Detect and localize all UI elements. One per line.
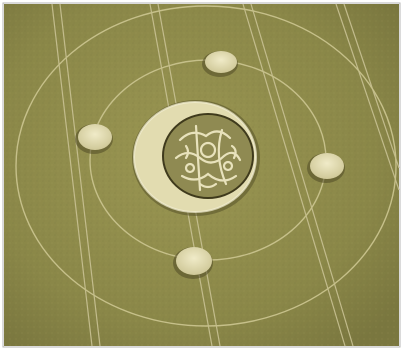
satellite-circle-top [202,51,238,77]
central-formation [132,100,260,216]
photo-border [2,2,401,348]
satellite-circle-left [75,124,113,154]
satellite-circles [75,51,345,279]
central-glyph-pattern [174,124,242,192]
outer-ring [15,5,397,327]
satellite-circle-right [307,153,345,183]
satellite-circle-bottom [173,247,213,279]
